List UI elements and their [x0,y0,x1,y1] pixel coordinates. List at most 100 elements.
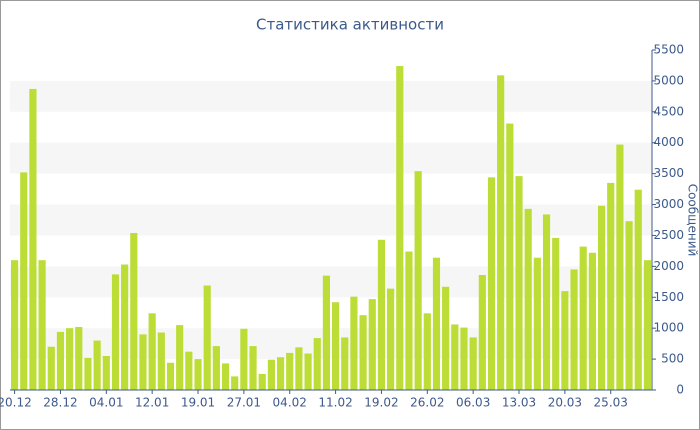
bar [332,302,340,390]
bar [194,359,202,390]
bar [84,357,92,390]
bar [432,257,441,390]
bar [616,144,624,390]
bar [597,205,606,390]
bar [570,269,578,390]
y-tick-label: 500 [661,352,684,366]
x-tick-label: 06.03 [456,396,490,410]
bar [166,362,175,390]
bar [561,291,569,390]
bar [634,189,642,390]
bar [414,171,422,390]
y-tick-label: 5500 [653,43,684,57]
bar [478,275,486,390]
bar [497,75,505,390]
bar [359,315,367,390]
bar [515,176,523,390]
bar [212,346,220,390]
bar [276,357,285,390]
bar [47,346,55,390]
bar [442,286,450,390]
bar [579,246,587,390]
bar [524,208,532,390]
bar [387,288,395,390]
bar [258,373,266,390]
bar [157,332,165,390]
bar [313,338,321,390]
bar [267,359,275,390]
y-tick-label: 2000 [653,259,684,273]
bar [176,325,184,390]
bar [304,353,312,390]
bar [221,363,230,390]
bar [643,260,651,390]
y-tick-label: 5000 [653,73,684,87]
bar [75,326,83,390]
y-tick-label: 1000 [653,321,684,335]
x-tick-label: 27.01 [227,396,261,410]
x-tick-label: 19.02 [364,396,398,410]
chart-title: Статистика активности [256,16,444,34]
bar [139,334,147,390]
x-tick-label: 12.01 [135,396,169,410]
bar [231,376,239,390]
x-tick-label: 20.12 [0,396,32,410]
y-tick-label: 4500 [653,104,684,118]
bar [148,313,156,390]
bar [377,239,386,390]
x-tick-label: 19.01 [181,396,215,410]
bar [11,260,19,390]
bar [249,346,257,390]
bar [423,313,431,390]
bar [20,172,28,390]
bar [240,328,248,390]
y-tick-label: 4000 [653,135,684,149]
bar [66,328,74,390]
bar [487,177,496,390]
x-tick-label: 26.02 [410,396,444,410]
y-tick-label: 0 [676,383,684,397]
bar [469,337,477,390]
bar [286,352,294,390]
bar [542,214,551,390]
bar [368,299,376,390]
x-tick-label: 11.02 [318,396,352,410]
bar [322,275,330,390]
grid-band [10,80,652,112]
bar [130,232,138,390]
bar [29,88,37,390]
bar [341,337,349,390]
bar [405,251,413,390]
x-tick-label: 25.03 [594,396,628,410]
x-tick-label: 04.01 [89,396,123,410]
bar [607,182,615,390]
bar [625,221,633,390]
y-tick-label: 3000 [653,197,684,211]
bar [295,347,303,390]
bar [451,324,459,390]
bar [185,351,193,390]
y-axis-label: Сообщений [686,184,700,257]
y-tick-label: 2500 [653,228,684,242]
bar [588,252,596,390]
y-tick-label: 3500 [653,166,684,180]
grid-band [10,142,652,174]
bar [203,285,211,390]
x-tick-label: 20.03 [548,396,582,410]
bar [121,264,129,390]
bar [533,257,541,390]
x-tick-label: 28.12 [43,396,77,410]
bar [38,260,46,390]
x-tick-label: 04.02 [273,396,307,410]
bar [93,340,101,390]
bar [460,327,468,390]
bar [506,123,514,391]
bar [396,66,404,390]
x-tick-label: 13.03 [502,396,536,410]
bar [350,296,358,390]
bar [552,237,560,390]
y-tick-label: 1500 [653,290,684,304]
bar [111,274,120,390]
bar [102,356,110,390]
